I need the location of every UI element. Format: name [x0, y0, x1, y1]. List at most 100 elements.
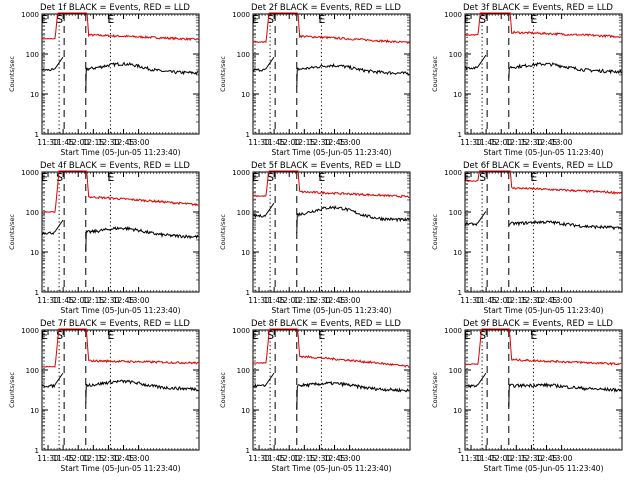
x-tick-label: 11:30 [37, 138, 59, 147]
x-tick-label: 11:45 [475, 138, 497, 147]
x-tick-label: 12:45 [113, 296, 135, 305]
y-tick-label: 1000 [232, 169, 250, 177]
x-tick-label: 11:30 [460, 296, 482, 305]
x-tick-label: 12:15 [294, 296, 316, 305]
marker-label: E [530, 171, 537, 184]
series-line-lld [41, 170, 199, 214]
y-axis-label: Counts/sec [8, 372, 16, 408]
y-tick-label: 1000 [444, 327, 462, 335]
x-tick-label: 12:15 [506, 296, 528, 305]
x-tick-label: 11:30 [248, 138, 270, 147]
marker-label: E [318, 171, 325, 184]
y-tick-label: 10 [453, 249, 462, 257]
x-tick-label: 12:00 [67, 138, 89, 147]
x-tick-label: 13:00 [339, 296, 361, 305]
y-tick-label: 1000 [21, 11, 39, 19]
panel-det-1: Det 1f BLACK = Events, RED = LLD 1 10 100 10… [8, 3, 200, 157]
y-tick-label: 1000 [444, 11, 462, 19]
marker-label: E [464, 329, 471, 342]
x-tick-label: 12:00 [490, 296, 512, 305]
marker-label: E [530, 329, 537, 342]
y-tick-label: 100 [237, 51, 250, 59]
x-tick-label: 13:00 [128, 296, 150, 305]
panel-det-5: Det 5f BLACK = Events, RED = LLD 1 10 100 10… [219, 161, 411, 315]
y-tick-label: 100 [237, 367, 250, 375]
x-tick-label: 11:45 [263, 454, 285, 463]
x-tick-label: 13:00 [551, 138, 573, 147]
series-line-events [41, 56, 199, 91]
panel-title: Det 2f BLACK = Events, RED = LLD [251, 3, 401, 13]
panel-title: Det 6f BLACK = Events, RED = LLD [463, 161, 613, 171]
plot-frame [41, 329, 200, 451]
x-tick-label: 12:30 [309, 296, 331, 305]
series-line-lld [252, 328, 410, 368]
x-tick-label: 12:15 [294, 454, 316, 463]
marker-label: S [56, 329, 63, 342]
panel-title: Det 8f BLACK = Events, RED = LLD [251, 319, 401, 329]
marker-label: E [41, 329, 48, 342]
panel-det-3: Det 3f BLACK = Events, RED = LLD 1 10 100 10… [431, 3, 623, 157]
marker-label: S [267, 329, 274, 342]
marker-label: S [479, 13, 486, 26]
marker-label: E [464, 13, 471, 26]
plot-frame [464, 13, 623, 135]
panel-det-8: Det 8f BLACK = Events, RED = LLD 1 10 100 10… [219, 319, 411, 473]
panel-det-7: Det 7f BLACK = Events, RED = LLD 1 10 100 10… [8, 319, 200, 473]
x-tick-label: 11:45 [475, 454, 497, 463]
y-tick-label: 1 [246, 131, 250, 139]
x-tick-label: 11:30 [248, 454, 270, 463]
y-tick-label: 100 [449, 209, 462, 217]
x-tick-label: 12:45 [113, 138, 135, 147]
x-tick-label: 13:00 [551, 454, 573, 463]
x-tick-label: 12:30 [309, 454, 331, 463]
y-tick-label: 10 [241, 91, 250, 99]
y-tick-label: 10 [241, 407, 250, 415]
panel-det-2: Det 2f BLACK = Events, RED = LLD 1 10 100 10… [219, 3, 411, 157]
marker-label: E [41, 171, 48, 184]
marker-label: E [107, 13, 114, 26]
marker-label: E [318, 13, 325, 26]
y-tick-label: 100 [26, 51, 39, 59]
y-tick-label: 1000 [21, 169, 39, 177]
x-tick-label: 12:30 [521, 454, 543, 463]
x-tick-label: 11:30 [460, 138, 482, 147]
y-axis-label: Counts/sec [219, 214, 227, 250]
x-tick-label: 12:45 [324, 454, 346, 463]
plot-frame [252, 13, 411, 135]
x-tick-label: 13:00 [551, 296, 573, 305]
y-tick-label: 1000 [21, 327, 39, 335]
x-tick-label: 12:30 [98, 296, 120, 305]
panel-title: Det 3f BLACK = Events, RED = LLD [463, 3, 613, 13]
x-tick-label: 12:30 [521, 296, 543, 305]
marker-label: E [252, 329, 259, 342]
marker-label: S [479, 171, 486, 184]
y-tick-label: 10 [30, 407, 39, 415]
marker-label: E [318, 329, 325, 342]
marker-label: E [107, 171, 114, 184]
panel-title: Det 1f BLACK = Events, RED = LLD [40, 3, 190, 13]
x-axis-label: Start Time (05-Jun-05 11:23:40) [272, 148, 392, 157]
series-line-events [464, 211, 622, 231]
y-tick-label: 100 [449, 367, 462, 375]
panel-det-4: Det 4f BLACK = Events, RED = LLD 1 10 100 10… [8, 161, 200, 315]
marker-label: E [252, 171, 259, 184]
series-line-events [464, 372, 622, 407]
marker-label: E [41, 13, 48, 26]
x-axis-label: Start Time (05-Jun-05 11:23:40) [272, 464, 392, 473]
x-tick-label: 11:45 [52, 138, 74, 147]
y-tick-label: 10 [453, 407, 462, 415]
y-tick-label: 1 [458, 289, 462, 297]
y-axis-label: Counts/sec [431, 56, 439, 92]
x-tick-label: 12:15 [83, 296, 105, 305]
x-tick-label: 13:00 [339, 454, 361, 463]
y-tick-label: 10 [30, 91, 39, 99]
x-tick-label: 12:45 [536, 296, 558, 305]
series-line-lld [41, 12, 199, 42]
marker-label: S [479, 329, 486, 342]
x-tick-label: 12:15 [83, 138, 105, 147]
marker-label: S [267, 171, 274, 184]
y-tick-label: 1 [246, 447, 250, 455]
x-tick-label: 12:00 [67, 454, 89, 463]
x-tick-label: 12:15 [294, 138, 316, 147]
